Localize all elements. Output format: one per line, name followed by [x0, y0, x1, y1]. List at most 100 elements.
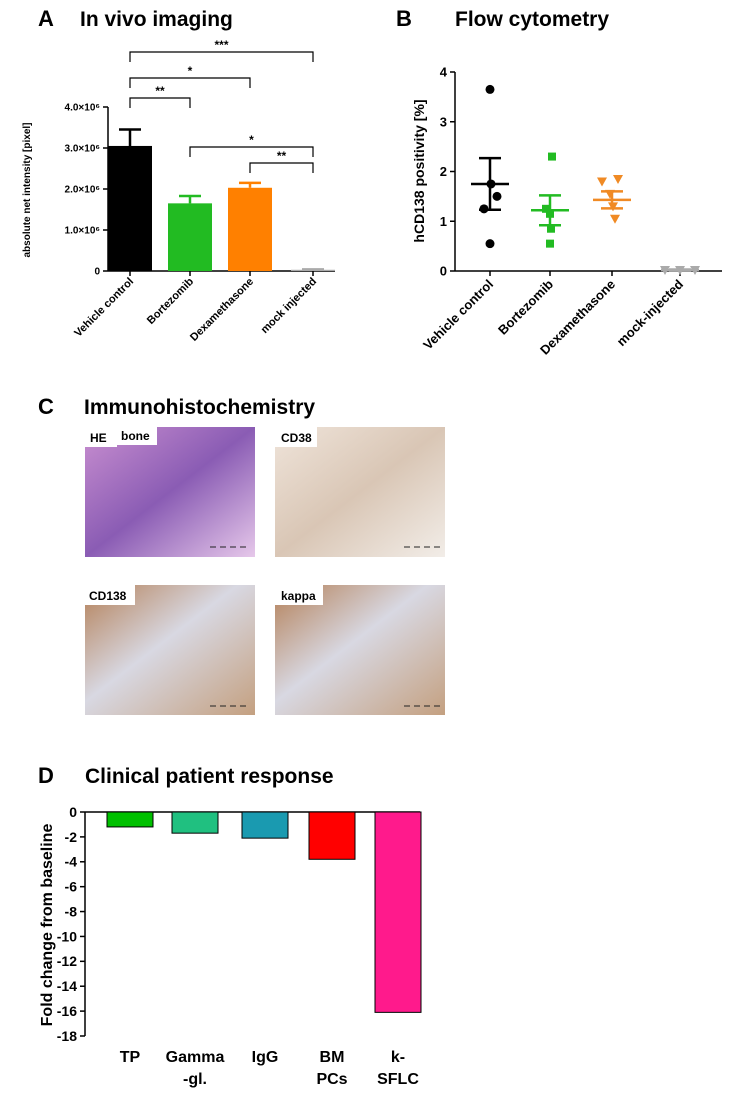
data-point	[485, 239, 495, 249]
y-tick-label: 0	[94, 267, 100, 278]
bar	[108, 145, 152, 271]
significance-label: **	[277, 149, 287, 163]
significance-label: *	[188, 64, 193, 78]
panel: D Clinical patient response Fold change fr…	[38, 763, 422, 1088]
panel-title: Clinical patient response	[85, 765, 334, 788]
significance-bracket	[129, 77, 251, 88]
x-tick-label-line: TP	[120, 1049, 141, 1066]
tissue-label: bone	[121, 429, 150, 443]
panel-title: In vivo imaging	[80, 8, 233, 31]
data-point	[547, 224, 555, 233]
bar	[106, 811, 154, 828]
micrograph	[85, 427, 255, 557]
x-tick-label-line: k-	[391, 1049, 405, 1066]
x-tick-label: k- SFLC	[377, 1049, 419, 1088]
bar	[228, 187, 272, 271]
label-box	[85, 585, 135, 605]
significance-bracket	[249, 162, 314, 173]
y-tick-label: -4	[65, 854, 78, 870]
micrograph	[85, 585, 255, 715]
x-tick-label-line: Gamma	[166, 1049, 225, 1066]
x-tick-label-line: SFLC	[377, 1071, 419, 1088]
panel-letter: D	[38, 763, 54, 788]
y-tick-label: -8	[65, 903, 78, 919]
error-bar	[479, 156, 501, 212]
data-point	[542, 204, 550, 213]
significance-bracket	[189, 146, 314, 157]
y-tick-label: 0	[440, 264, 447, 279]
stain-label: kappa	[281, 589, 316, 603]
bar	[168, 203, 212, 271]
micrograph	[275, 585, 445, 715]
x-tick-label-line: IgG	[252, 1049, 279, 1066]
significance-bracket	[129, 97, 191, 108]
significance-label: **	[155, 84, 165, 98]
data-point	[597, 177, 607, 187]
x-tick-label-line: BM	[320, 1049, 345, 1066]
bar	[308, 811, 356, 860]
bar	[241, 811, 289, 839]
panel: A In vivo imaging absolute net intensity […	[22, 6, 335, 344]
data-point	[613, 174, 623, 184]
x-tick-label: Dexamethasone	[188, 276, 256, 344]
label-box	[275, 427, 317, 447]
data-point	[610, 214, 620, 224]
data-point	[485, 84, 495, 94]
data-point	[546, 239, 554, 248]
x-tick-label: mock-injected	[614, 276, 686, 348]
stain-label: HE	[90, 431, 107, 445]
panel-letter: B	[396, 6, 412, 31]
y-axis-label: Fold change from baseline	[39, 824, 56, 1027]
panel-title: Immunohistochemistry	[84, 396, 315, 419]
x-tick-label: IgG	[252, 1049, 279, 1066]
x-tick-label: BM PCs	[316, 1049, 347, 1088]
y-tick-label: 3.0×10⁶	[65, 144, 100, 155]
y-tick-label: 0	[69, 804, 77, 820]
error-bar	[601, 190, 623, 210]
stain-label: CD38	[281, 431, 312, 445]
x-tick-label: Gamma -gl.	[166, 1049, 225, 1088]
data-point	[548, 152, 556, 161]
panel-title: Flow cytometry	[455, 8, 609, 31]
x-tick-label: Vehicle control	[72, 276, 136, 340]
x-tick-label: TP	[120, 1049, 141, 1066]
y-tick-label: 4.0×10⁶	[65, 103, 100, 114]
error-bar	[539, 194, 561, 227]
y-tick-label: -6	[65, 879, 78, 895]
label-box	[275, 585, 323, 605]
x-tick-label: mock injected	[259, 276, 319, 336]
stain-label: CD138	[89, 589, 127, 603]
x-tick-label-line: -gl.	[183, 1071, 207, 1088]
x-tick-label: Bortezomib	[495, 276, 556, 337]
y-tick-label: -14	[57, 978, 77, 994]
y-tick-label: -2	[65, 829, 78, 845]
micrograph	[275, 427, 445, 557]
y-tick-label: 1.0×10⁶	[65, 226, 100, 237]
label-box	[85, 427, 117, 447]
significance-label: ***	[214, 38, 228, 52]
x-tick-label: Bortezomib	[145, 275, 196, 326]
panel-c: C Immunohistochemistry HE bone CD38 CD13…	[38, 394, 445, 715]
bar	[171, 811, 219, 834]
x-tick-label: Vehicle control	[420, 277, 496, 353]
panel-letter: A	[38, 6, 54, 31]
y-axis-label: absolute net intensity [pixel]	[22, 122, 33, 257]
y-tick-label: -12	[57, 953, 77, 969]
y-tick-label: -10	[57, 928, 77, 944]
panel: B Flow cytometry hCD138 positivity [%] 0 1 2 3…	[396, 6, 722, 358]
data-point	[492, 191, 502, 201]
y-tick-label: 2	[440, 164, 447, 179]
error-bar	[119, 128, 141, 146]
label-box	[117, 427, 157, 445]
error-bar	[669, 268, 691, 272]
y-tick-label: 2.0×10⁶	[65, 185, 100, 196]
panel-letter: C	[38, 394, 54, 419]
y-tick-label: 4	[440, 65, 448, 80]
y-tick-label: 1	[440, 214, 447, 229]
bar	[374, 811, 422, 1013]
significance-label: *	[249, 133, 254, 147]
x-tick-label-line: PCs	[316, 1071, 347, 1088]
significance-bracket	[129, 51, 314, 62]
y-axis-label: hCD138 positivity [%]	[411, 99, 427, 242]
